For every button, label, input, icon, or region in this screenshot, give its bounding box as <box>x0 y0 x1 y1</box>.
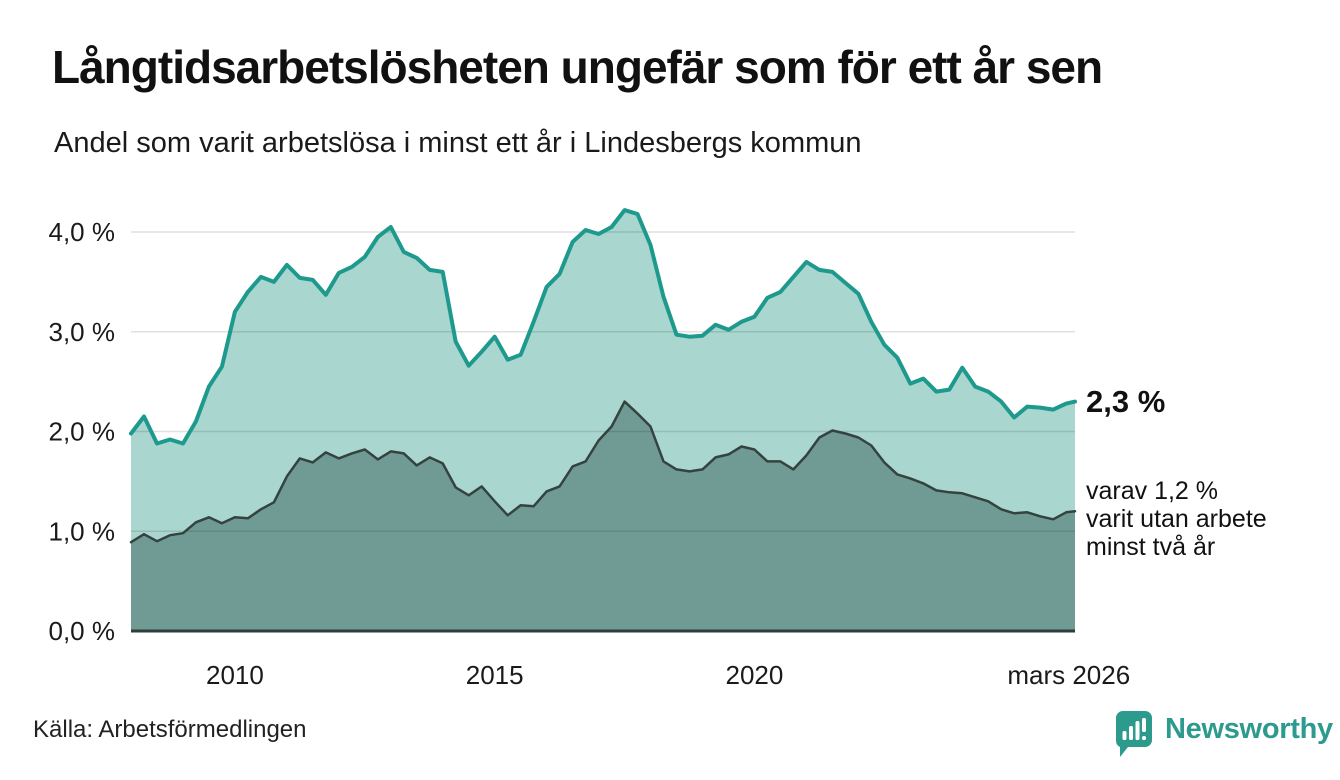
x-tick-label: 2020 <box>726 660 784 690</box>
newsworthy-wordmark: Newsworthy <box>1165 713 1333 745</box>
secondary-note-line-2: varit utan arbete <box>1086 505 1267 533</box>
y-tick-label: 4,0 % <box>49 217 116 247</box>
x-tick-label: 2015 <box>466 660 524 690</box>
page-subtitle: Andel som varit arbetslösa i minst ett å… <box>54 127 862 159</box>
y-tick-label: 0,0 % <box>49 616 116 646</box>
newsworthy-bubble-chart-icon <box>1116 711 1152 757</box>
newsworthy-logo: Newsworthy <box>1114 709 1333 759</box>
y-tick-label: 2,0 % <box>49 417 116 447</box>
secondary-note-line-1: varav 1,2 % <box>1086 477 1219 505</box>
series-line-min2yr <box>129 400 1077 544</box>
source-label: Källa: Arbetsförmedlingen <box>33 716 307 743</box>
x-tick-label: mars 2026 <box>1007 660 1130 690</box>
y-tick-label: 3,0 % <box>49 317 116 347</box>
secondary-note-line-3: minst två år <box>1086 533 1216 561</box>
y-tick-label: 1,0 % <box>49 516 116 546</box>
series-line-min1yr <box>129 208 1077 446</box>
secondary-note: varav 1,2 % varit utan arbete minst två … <box>1086 477 1267 561</box>
x-tick-label: 2010 <box>206 660 264 690</box>
latest-value-label: 2,3 % <box>1086 384 1166 419</box>
area-fill-min2yr <box>131 401 1075 631</box>
page-title: Långtidsarbetslösheten ungefär som för e… <box>52 41 1103 93</box>
